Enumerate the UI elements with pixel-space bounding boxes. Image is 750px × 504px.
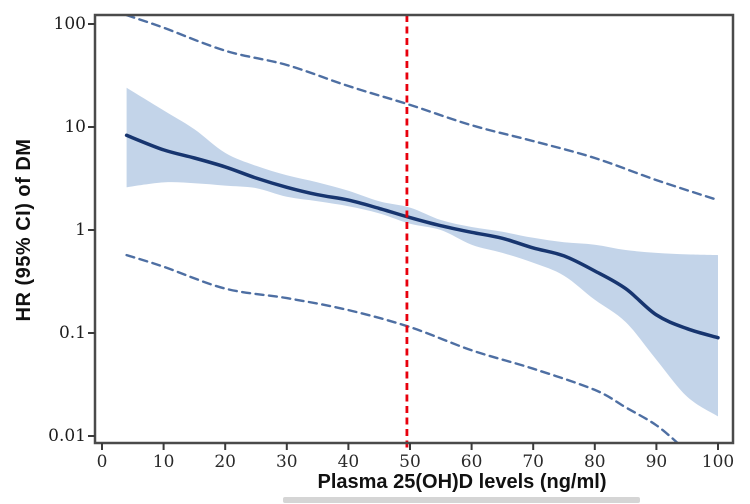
outer-ci-lower-curve bbox=[125, 253, 680, 443]
x-tick-label: 100 bbox=[701, 452, 735, 472]
y-tick-label: 10 bbox=[64, 117, 86, 137]
x-tick-label: 90 bbox=[645, 452, 668, 472]
y-tick-label: 100 bbox=[53, 14, 86, 34]
x-tick-label: 30 bbox=[275, 452, 298, 472]
x-tick-label: 10 bbox=[152, 452, 175, 472]
data-layer bbox=[124, 15, 720, 443]
x-tick-label: 40 bbox=[337, 452, 360, 472]
x-axis-title: Plasma 25(OH)D levels (ng/ml) bbox=[317, 471, 607, 493]
x-tick-label: 20 bbox=[214, 452, 236, 472]
x-tick-label: 60 bbox=[460, 452, 483, 472]
y-tick-label: 0.1 bbox=[58, 323, 86, 343]
y-tick-label: 0.01 bbox=[48, 426, 86, 446]
hr-estimate-curve bbox=[124, 133, 720, 340]
x-tick-label: 70 bbox=[522, 452, 544, 472]
ci-band-area bbox=[126, 87, 719, 417]
plot-frame bbox=[93, 13, 735, 445]
x-tick-label: 80 bbox=[583, 452, 606, 472]
outer-ci-upper-curve bbox=[125, 15, 720, 202]
x-tick-label: 0 bbox=[96, 452, 108, 472]
x-tick-label: 50 bbox=[399, 452, 421, 472]
caption-artifact-bar bbox=[283, 497, 640, 503]
y-tick-label: 1 bbox=[75, 220, 86, 240]
